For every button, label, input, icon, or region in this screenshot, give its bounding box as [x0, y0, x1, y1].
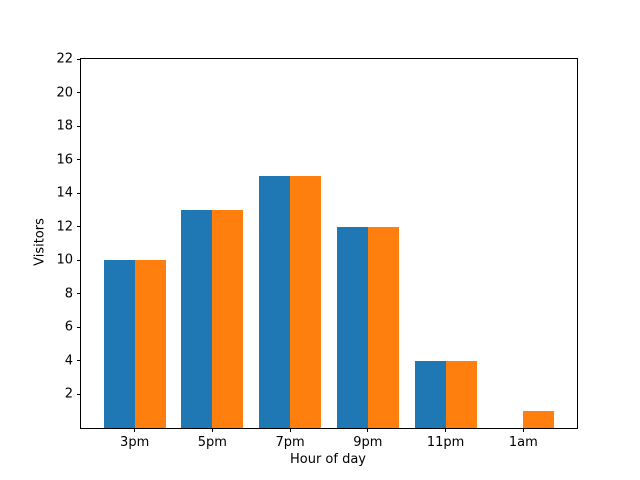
x-tick-mark: [289, 428, 291, 432]
x-tick-label: 11pm: [426, 435, 465, 450]
bar-orange-series-11pm: [445, 360, 477, 428]
x-tick-mark: [522, 428, 524, 432]
x-tick-mark: [134, 428, 136, 432]
y-tick-label: 20: [56, 85, 73, 101]
y-tick-label: 4: [64, 353, 73, 369]
bar-orange-series-9pm: [367, 226, 399, 428]
x-tick-mark: [445, 428, 447, 432]
y-tick-mark: [77, 393, 81, 395]
x-tick-label: 1am: [508, 435, 538, 450]
x-axis-label: Hour of day: [289, 452, 367, 467]
x-tick-mark: [367, 428, 369, 432]
y-axis-label: Visitors: [32, 218, 48, 266]
x-tick-label: 7pm: [275, 435, 305, 450]
y-tick-mark: [77, 226, 81, 228]
y-tick-mark: [77, 293, 81, 295]
bar-blue-series-3pm: [103, 260, 135, 428]
y-tick-label: 18: [56, 118, 73, 134]
bar-blue-series-7pm: [259, 176, 291, 428]
bar-blue-series-5pm: [181, 209, 213, 428]
y-tick-mark: [77, 125, 81, 127]
y-tick-mark: [77, 192, 81, 194]
bar-orange-series-1am: [523, 411, 555, 428]
plot-area: 2 4 6 8 10 12 14 16 18 20 22 3pm 5pm 7pm 9pm 11pm 1am: [56, 53, 578, 449]
x-tick-mark: [211, 428, 213, 432]
bar-blue-series-11pm: [414, 360, 446, 428]
y-tick-label: 2: [64, 386, 73, 402]
y-tick-label: 6: [64, 319, 73, 335]
x-tick-label: 3pm: [120, 435, 150, 450]
y-tick-label: 22: [56, 51, 73, 67]
bar-blue-series-9pm: [336, 226, 368, 428]
y-tick-mark: [77, 360, 81, 362]
y-tick-label: 14: [56, 185, 73, 201]
y-tick-mark: [77, 259, 81, 261]
y-tick-label: 10: [56, 252, 73, 268]
y-tick-mark: [77, 58, 81, 60]
y-tick-mark: [77, 326, 81, 328]
bar-orange-series-5pm: [212, 209, 244, 428]
x-tick-label: 5pm: [197, 435, 227, 450]
y-tick-label: 8: [64, 286, 73, 302]
bar-orange-series-3pm: [134, 260, 166, 428]
y-tick-label: 16: [56, 152, 73, 168]
x-tick-label: 9pm: [353, 435, 383, 450]
y-tick-label: 12: [56, 219, 73, 235]
bar-orange-series-7pm: [290, 176, 322, 428]
y-tick-mark: [77, 92, 81, 94]
y-tick-mark: [77, 159, 81, 161]
